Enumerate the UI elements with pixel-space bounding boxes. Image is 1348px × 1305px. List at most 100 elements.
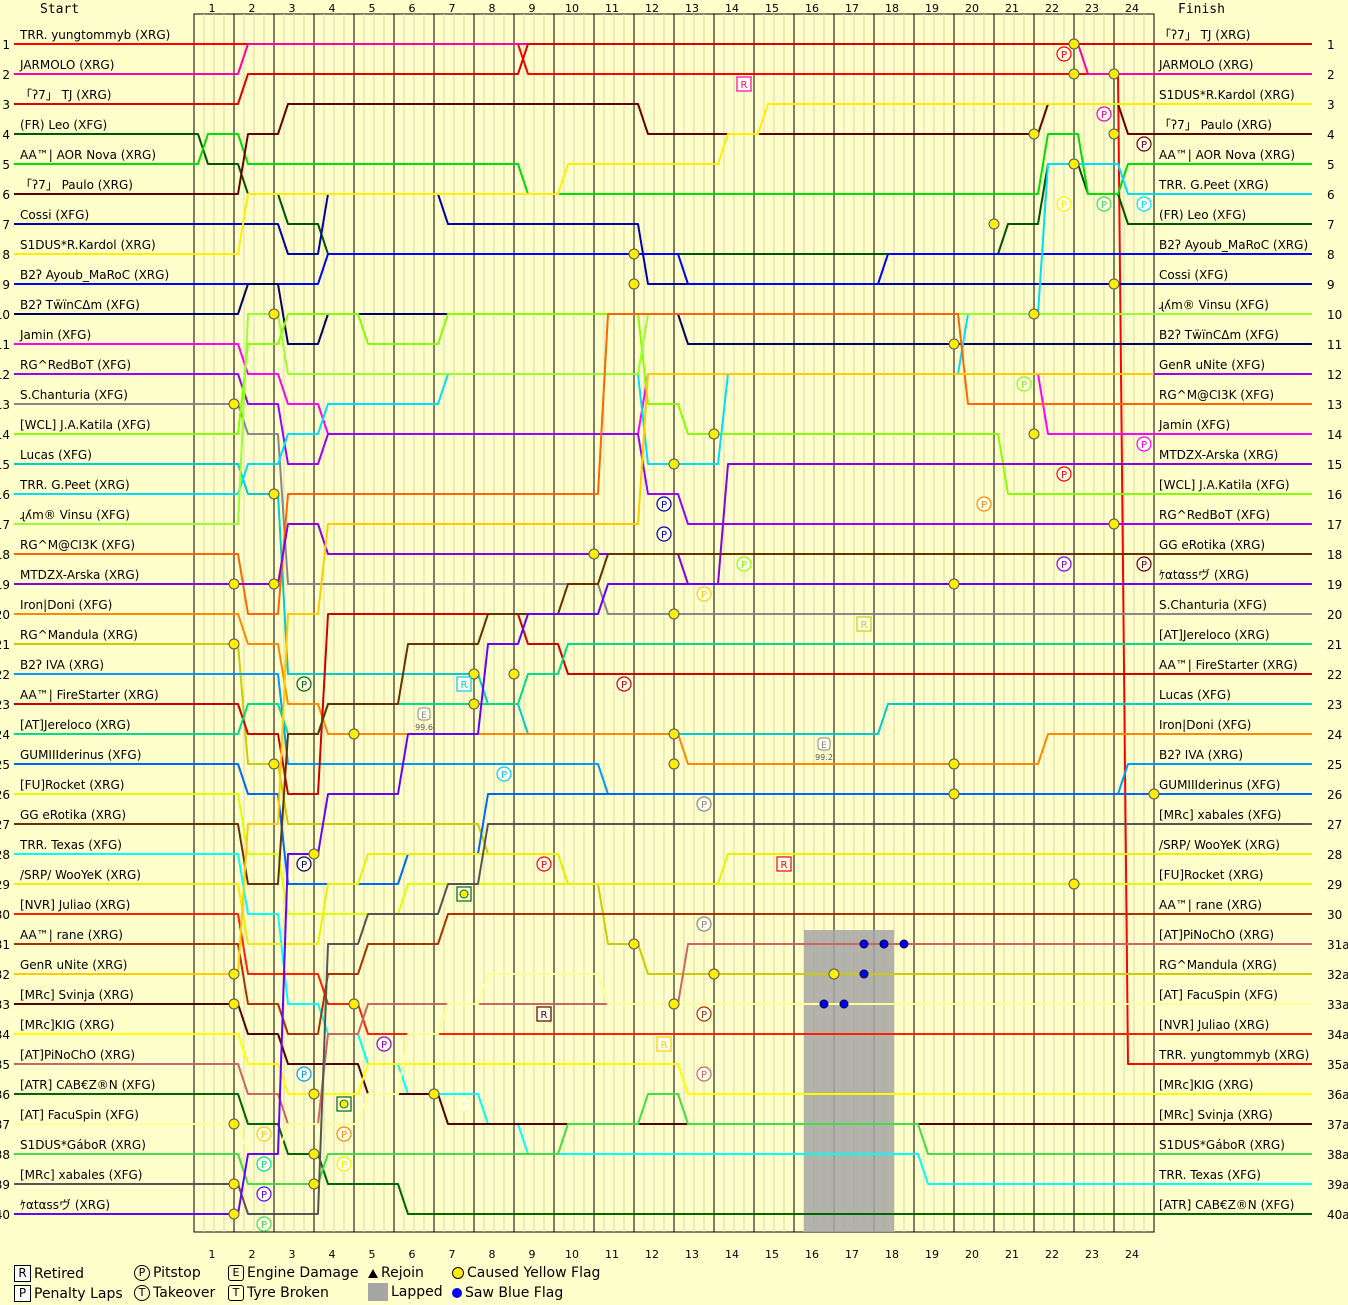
start-position-number: 13 (0, 398, 10, 412)
pitstop-marker (736, 556, 752, 572)
driver-position-line (194, 943, 1154, 1125)
engine-damage-marker (817, 737, 831, 751)
yellow-flag-marker (948, 338, 960, 350)
finish-driver-label: [MRc] Svinja (XRG) (1159, 1108, 1273, 1122)
start-driver-label: B2ʔ IVA (XRG) (20, 658, 104, 672)
yellow-flag-marker (228, 1208, 240, 1220)
yellow-flag-marker (628, 248, 640, 260)
finish-position-number: 2 (1327, 68, 1335, 82)
yellow-flag-marker (228, 968, 240, 980)
finish-driver-label: B2ʔ IVA (XRG) (1159, 748, 1243, 762)
yellow-flag-marker (228, 638, 240, 650)
pitstop-marker-letter: P (701, 920, 707, 931)
pitstop-marker-letter: P (1141, 560, 1147, 571)
finish-driver-label: [AT] FacuSpin (XFG) (1159, 988, 1278, 1002)
yellow-flag-marker (1108, 128, 1120, 140)
driver-position-line (194, 133, 1154, 195)
finish-position-number: 38a (1327, 1148, 1348, 1162)
blue-flag-marker (859, 939, 869, 949)
lap-number-bottom: 6 (409, 1248, 416, 1261)
legend: R Retired P Penalty Laps P Pitstop T Takeove… (14, 1263, 654, 1303)
pitstop-marker-letter: P (261, 1130, 267, 1141)
driver-position-line (194, 583, 1154, 1215)
yellow-flag-icon (452, 1267, 464, 1279)
lap-number-top: 12 (645, 2, 659, 15)
start-driver-label: RG^Mandula (XRG) (20, 628, 138, 642)
lap-number-bottom: 18 (885, 1248, 899, 1261)
engine-damage-letter: E (821, 741, 827, 751)
lap-chart: 1122334455667788991010111112121313141415… (0, 2, 1348, 1261)
lap-number-top: 24 (1125, 2, 1139, 15)
yellow-flag-marker (1028, 428, 1040, 440)
start-driver-label: RG^M@CI3K (XFG) (20, 538, 135, 552)
pitstop-marker-letter: P (261, 1190, 267, 1201)
finish-driver-label: GUMIIIderinus (XFG) (1159, 778, 1280, 792)
pitstop-marker (256, 1186, 272, 1202)
lap-number-bottom: 9 (529, 1248, 536, 1261)
finish-position-number: 18 (1327, 548, 1342, 562)
finish-position-number: 27 (1327, 818, 1342, 832)
lap-number-bottom: 23 (1085, 1248, 1099, 1261)
retired-marker-letter: R (661, 1040, 668, 1051)
pitstop-marker-letter: P (501, 770, 507, 781)
blue-flag-marker (839, 999, 849, 1009)
finish-driver-label: S1DUS*GáboR (XRG) (1159, 1138, 1285, 1152)
lap-number-bottom: 16 (805, 1248, 819, 1261)
finish-driver-label: (FR) Leo (XFG) (1159, 208, 1246, 222)
pitstop-marker-letter: P (741, 560, 747, 571)
yellow-flag-marker (1108, 68, 1120, 80)
start-position-number: 31 (0, 938, 10, 952)
yellow-flag-marker (708, 428, 720, 440)
finish-position-number: 9 (1327, 278, 1335, 292)
finish-driver-label: Jamin (XFG) (1158, 418, 1230, 432)
finish-position-number: 15 (1327, 458, 1342, 472)
blue-flag-marker (879, 939, 889, 949)
start-driver-label: GUMIIIderinus (XFG) (20, 748, 141, 762)
lap-number-bottom: 20 (965, 1248, 979, 1261)
start-position-number: 23 (0, 698, 10, 712)
yellow-flag-marker (308, 1088, 320, 1100)
pitstop-marker-letter: P (701, 1010, 707, 1021)
finish-position-number: 35a (1327, 1058, 1348, 1072)
start-driver-label: B2ʔ TẅïnCΔm (XFG) (20, 298, 140, 312)
retired-marker-letter: R (461, 680, 468, 691)
finish-driver-label: Cossi (XFG) (1159, 268, 1228, 282)
engine-icon: E (228, 1265, 244, 1281)
pitstop-marker (256, 1216, 272, 1232)
start-position-number: 17 (0, 518, 10, 532)
yellow-flag-marker (1068, 158, 1080, 170)
pitstop-marker (696, 796, 712, 812)
legend-takeover-label: Takeover (153, 1285, 216, 1301)
yellow-flag-marker (268, 578, 280, 590)
lap-number-bottom: 11 (605, 1248, 619, 1261)
start-driver-label: MTDZX-Arska (XRG) (20, 568, 139, 582)
yellow-flag-marker (428, 1088, 440, 1100)
start-position-number: 16 (0, 488, 10, 502)
finish-position-number: 32a (1327, 968, 1348, 982)
lap-number-top: 6 (409, 2, 416, 15)
start-driver-label: S1DUS*R.Kardol (XRG) (20, 238, 156, 252)
finish-position-number: 7 (1327, 218, 1335, 232)
pitstop-marker-letter: P (261, 1160, 267, 1171)
start-position-number: 5 (2, 158, 10, 172)
engine-damage-letter: E (421, 711, 427, 721)
finish-driver-label: 「ʔ7」 Paulo (XRG) (1159, 118, 1272, 132)
start-position-number: 33 (0, 998, 10, 1012)
finish-driver-label: TRR. G.Peet (XRG) (1158, 178, 1269, 192)
lap-number-bottom: 14 (725, 1248, 739, 1261)
legend-blue: Saw Blue Flag (452, 1285, 563, 1301)
lap-number-top: 5 (369, 2, 376, 15)
pitstop-marker (1016, 376, 1032, 392)
pitstop-marker (696, 916, 712, 932)
pitstop-marker-letter: P (701, 590, 707, 601)
lap-number-top: 20 (965, 2, 979, 15)
start-position-number: 29 (0, 878, 10, 892)
lap-number-bottom: 12 (645, 1248, 659, 1261)
finish-driver-label: [MRc]KIG (XRG) (1159, 1078, 1253, 1092)
finish-position-number: 20 (1327, 608, 1342, 622)
start-position-number: 12 (0, 368, 10, 382)
yellow-flag-marker (348, 998, 360, 1010)
driver-position-line (194, 823, 1154, 1215)
yellow-flag-marker (668, 728, 680, 740)
yellow-flag-marker (1108, 518, 1120, 530)
